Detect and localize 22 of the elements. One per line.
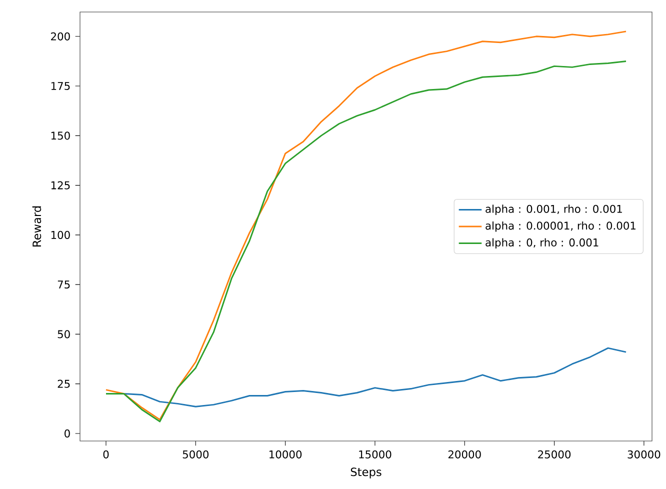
x-tick-label: 25000 xyxy=(538,450,571,458)
legend-label: alpha : 0, rho : 0.001 xyxy=(486,238,598,249)
x-tick-label: 10000 xyxy=(270,450,302,458)
y-tick-label: 175 xyxy=(51,82,70,90)
x-tick-label: 20000 xyxy=(448,450,481,458)
x-tick-label: 0 xyxy=(103,450,109,458)
y-tick-label: 50 xyxy=(58,330,70,338)
y-axis-title: Reward xyxy=(32,206,42,246)
y-tick-label: 100 xyxy=(51,230,70,239)
legend-label: alpha : 0.001, rho : 0.001 xyxy=(486,204,622,215)
y-tick-label: 125 xyxy=(51,181,70,190)
y-tick-label: 25 xyxy=(58,380,70,388)
y-tick-label: 0 xyxy=(64,429,70,438)
y-tick-label: 150 xyxy=(51,132,70,140)
legend-label: alpha : 0.00001, rho : 0.001 xyxy=(486,221,636,232)
y-tick-label: 200 xyxy=(51,32,70,40)
y-tick-label: 75 xyxy=(58,280,70,289)
x-tick-label: 5000 xyxy=(182,450,209,458)
x-axis-title: Steps xyxy=(350,468,382,478)
x-tick-label: 15000 xyxy=(359,450,392,458)
line-series xyxy=(123,347,627,408)
x-tick-label: 30000 xyxy=(628,450,660,458)
